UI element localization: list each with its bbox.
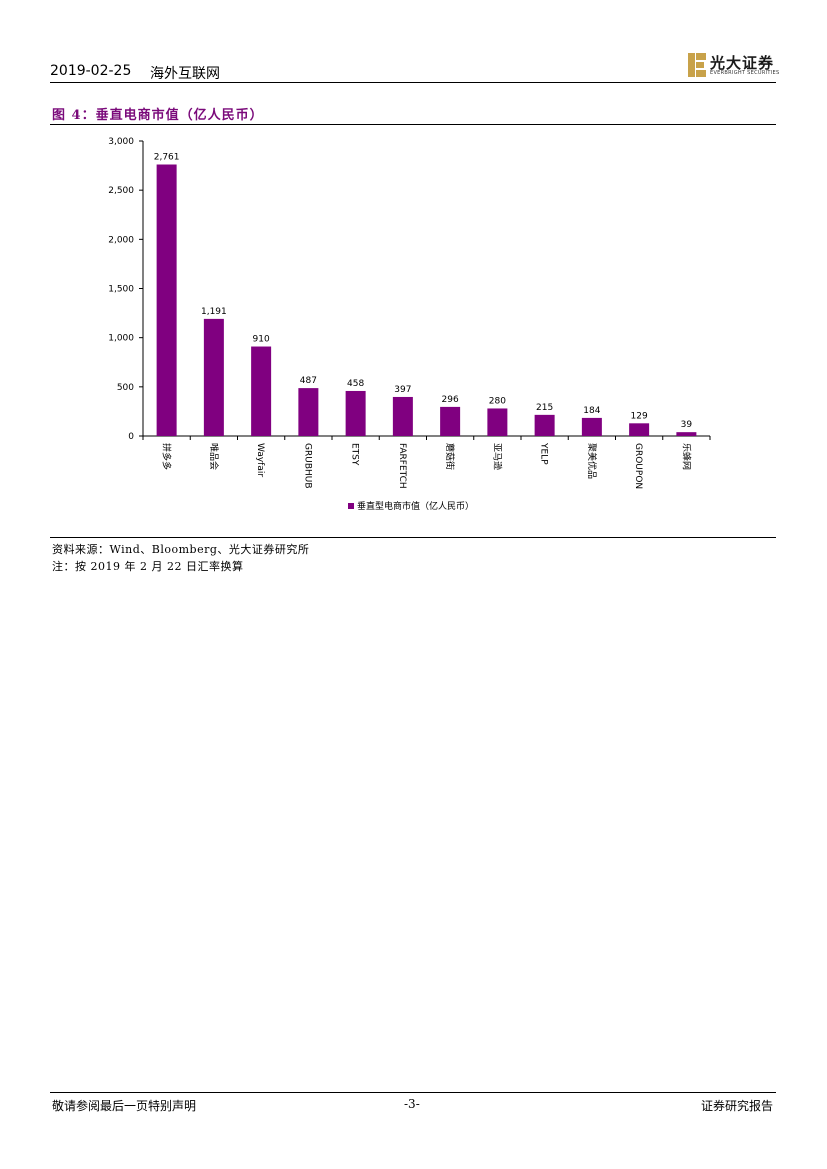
- bar: [487, 408, 508, 436]
- bar-value-label: 397: [394, 385, 411, 395]
- x-category-label: 乐蜂网: [680, 443, 692, 470]
- bar-value-label: 39: [681, 420, 693, 430]
- bar-value-label: 296: [442, 395, 459, 405]
- bar: [440, 406, 461, 436]
- bar: [298, 388, 319, 436]
- report-section: 海外互联网: [150, 66, 220, 82]
- x-category-label: 蘑菇街: [444, 443, 456, 470]
- footer-disclaimer: 敬请参阅最后一页特别声明: [52, 1099, 197, 1113]
- exchange-rate-note: 注：按 2019 年 2 月 22 日汇率换算: [52, 560, 244, 573]
- x-category-label: 亚马逊: [491, 443, 502, 470]
- bar-value-label: 487: [300, 376, 317, 386]
- figure-top-rule: [50, 124, 776, 125]
- footer-rule: [50, 1092, 776, 1093]
- bar-value-label: 129: [631, 411, 648, 421]
- figure-title: 图 4：垂直电商市值（亿人民币）: [52, 108, 264, 123]
- bar: [251, 346, 272, 436]
- bar: [581, 417, 602, 436]
- x-category-label: 唯品会: [208, 443, 220, 470]
- legend-label: 垂直型电商市值（亿人民币）: [357, 500, 474, 512]
- bar-value-label: 2,761: [154, 153, 180, 163]
- company-logo: 光大证券 EVERBRIGHT SECURITIES: [688, 53, 780, 79]
- logo-name-cn: 光大证券: [710, 54, 775, 72]
- bar: [534, 414, 555, 436]
- x-category-label: GROUPON: [633, 443, 643, 489]
- y-tick-label: 1,500: [108, 285, 134, 295]
- logo-name-en: EVERBRIGHT SECURITIES: [710, 70, 780, 76]
- bar-value-label: 280: [489, 396, 506, 406]
- x-category-label: Wayfair: [255, 443, 265, 477]
- x-category-label: YELP: [539, 442, 549, 465]
- page-number: -3-: [404, 1097, 420, 1111]
- bar: [676, 432, 697, 436]
- report-date: 2019-02-25: [50, 63, 132, 79]
- bar-value-label: 184: [583, 406, 600, 416]
- bar: [156, 164, 177, 437]
- figure-bottom-rule: [50, 537, 776, 538]
- x-category-label: ETSY: [350, 443, 360, 466]
- bar: [392, 396, 413, 436]
- bar-value-label: 1,191: [201, 307, 227, 317]
- x-category-label: FARFETCH: [397, 443, 407, 489]
- x-category-label: 拼多多: [161, 443, 173, 470]
- source-note: 资料来源：Wind、Bloomberg、光大证券研究所: [52, 543, 310, 556]
- everbright-logo-icon: [688, 53, 706, 77]
- y-tick-label: 1,000: [108, 334, 134, 344]
- x-category-label: 聚美优品: [586, 443, 598, 479]
- y-tick-label: 500: [117, 383, 134, 393]
- bar-value-label: 910: [253, 335, 270, 345]
- legend-swatch: [348, 503, 354, 509]
- bar-value-label: 458: [347, 379, 364, 389]
- bar: [203, 318, 224, 436]
- y-tick-label: 3,000: [108, 137, 134, 147]
- y-tick-label: 0: [128, 432, 134, 442]
- bar: [629, 423, 650, 436]
- x-category-label: GRUBHUB: [302, 443, 312, 489]
- header-rule: [50, 82, 776, 83]
- y-tick-label: 2,500: [108, 186, 134, 196]
- market-cap-bar-chart: 0 500 1,000 1,500 2,000 2,500 3,000 2,761 拼多多 1,1…: [108, 137, 711, 512]
- bar-value-label: 215: [536, 403, 553, 413]
- bar: [345, 390, 366, 436]
- footer-doc-type: 证券研究报告: [701, 1099, 774, 1113]
- y-tick-label: 2,000: [108, 235, 134, 245]
